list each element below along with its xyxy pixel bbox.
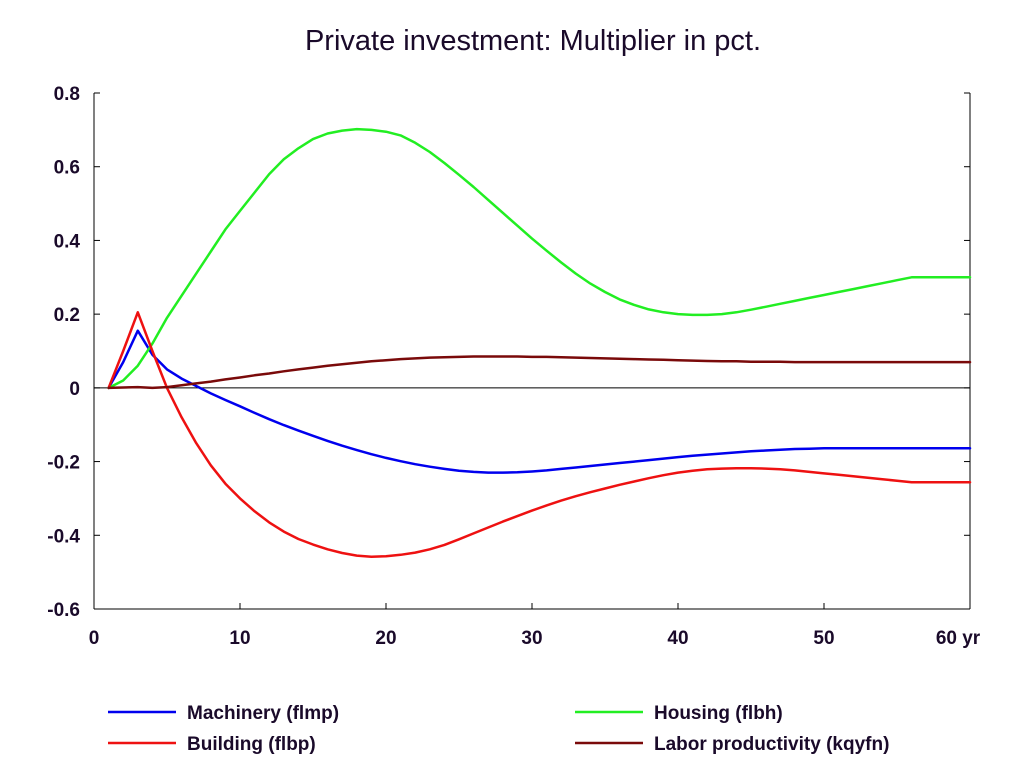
series-group (107, 127, 972, 558)
y-tick-label: -0.2 (47, 453, 80, 474)
legend-label: Housing (flbh) (654, 703, 783, 724)
y-tick-label: 0.2 (54, 305, 80, 326)
legend: Machinery (flmp) Building (flbp) Housing (… (108, 703, 889, 755)
x-tick-label: 10 (229, 628, 250, 649)
x-axis: 0 10 20 30 40 50 60 yr (89, 603, 981, 649)
x-tick-label: 60 yr (936, 628, 981, 649)
series-line-0 (107, 329, 972, 474)
x-tick-label: 0 (89, 628, 100, 649)
y-tick-label: 0 (69, 379, 80, 400)
series-line-2 (107, 311, 972, 558)
legend-label: Machinery (flmp) (187, 703, 339, 724)
y-axis: -0.6 -0.4 -0.2 0 0.2 0.4 0.6 0.8 (47, 84, 970, 621)
x-tick-label: 30 (521, 628, 542, 649)
x-tick-label: 50 (813, 628, 834, 649)
y-tick-label: 0.4 (54, 231, 81, 252)
plot-frame (93, 93, 971, 610)
y-tick-label: -0.4 (47, 526, 80, 547)
y-tick-label: -0.6 (47, 600, 80, 621)
y-tick-label: 0.6 (54, 158, 80, 179)
legend-label: Building (flbp) (187, 734, 316, 755)
x-tick-label: 40 (667, 628, 688, 649)
series-line-3 (107, 355, 972, 390)
x-tick-label: 20 (375, 628, 396, 649)
legend-label: Labor productivity (kqyfn) (654, 734, 889, 755)
y-tick-label: 0.8 (54, 84, 80, 105)
chart-title: Private investment: Multiplier in pct. (305, 25, 761, 57)
series-line-1 (107, 127, 972, 390)
